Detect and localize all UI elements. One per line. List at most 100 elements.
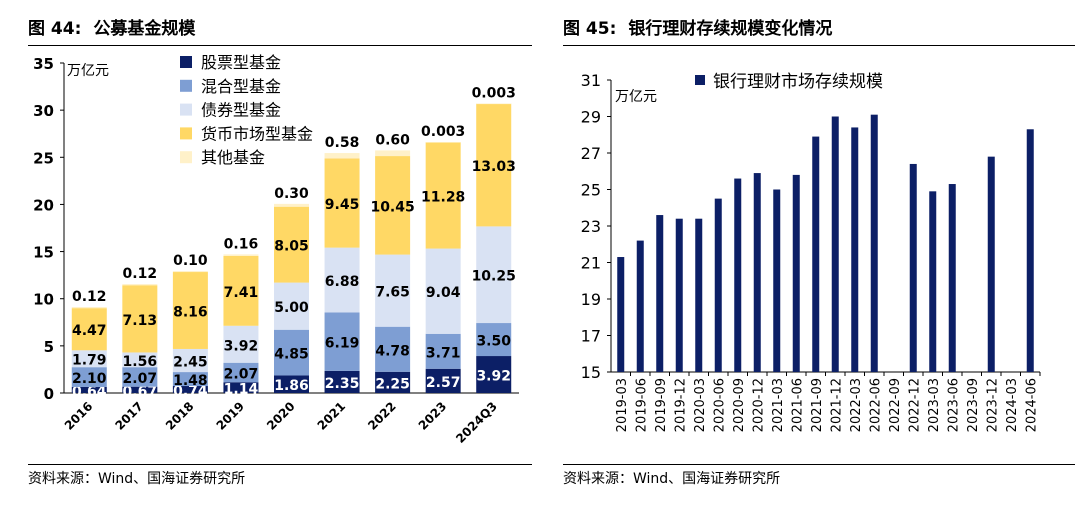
bar-segment xyxy=(172,348,208,373)
x-tick-label: 2017 xyxy=(112,399,146,433)
bar-segment xyxy=(476,356,512,393)
bar-segment xyxy=(122,284,158,286)
data-label: 3.50 xyxy=(476,334,511,350)
bar-segment xyxy=(71,367,107,387)
data-label: 1.56 xyxy=(123,354,158,370)
x-tick-label: 2018 xyxy=(163,399,197,433)
bar-segment xyxy=(223,382,259,393)
data-label: 7.13 xyxy=(123,313,158,329)
data-label: 0.74 xyxy=(173,384,208,400)
y-tick-label: 15 xyxy=(33,244,54,262)
figure-44-top-rule xyxy=(28,45,532,46)
x-tick-label: 2023 xyxy=(416,399,450,433)
bar xyxy=(636,240,644,372)
bar-segment xyxy=(274,203,309,207)
bar-segment xyxy=(425,333,461,369)
data-label: 4.85 xyxy=(274,347,309,363)
x-tick-label: 2021-12 xyxy=(829,378,844,432)
x-tick-label: 2020-12 xyxy=(751,378,766,432)
figure-44-title: 图 44: 公募基金规模 xyxy=(28,14,195,39)
figure-44-number: 图 44: xyxy=(28,19,82,39)
bar xyxy=(1026,129,1034,372)
data-label: 1.79 xyxy=(72,353,107,369)
bar-segment xyxy=(223,254,259,256)
x-tick-label: 2023-03 xyxy=(927,378,942,432)
bar xyxy=(870,114,878,373)
data-label: 6.19 xyxy=(325,336,360,352)
x-tick-label: 2024Q3 xyxy=(453,399,500,446)
legend-swatch xyxy=(180,103,192,116)
data-label: 10.45 xyxy=(370,199,414,215)
bar-segment xyxy=(274,329,309,376)
bar-segment xyxy=(324,370,360,393)
figure-45-top-rule xyxy=(563,45,1075,46)
bar-segment xyxy=(324,158,360,248)
figure-45-title-text: 银行理财存续规模变化情况 xyxy=(628,19,833,39)
figure-45-title: 图 45: 银行理财存续规模变化情况 xyxy=(563,14,832,39)
x-tick-label: 2021-09 xyxy=(810,378,825,432)
y-tick-label: 17 xyxy=(581,327,601,346)
bar-segment xyxy=(172,386,208,393)
bar-segment xyxy=(375,150,411,157)
x-tick-label: 2024-03 xyxy=(1005,378,1020,432)
y-tick-label: 35 xyxy=(33,55,54,73)
bar xyxy=(812,136,820,372)
x-tick-label: 2020-03 xyxy=(693,378,708,432)
bar xyxy=(909,163,917,372)
data-label: 0.10 xyxy=(173,253,208,269)
bar-segment xyxy=(375,371,411,393)
bar-segment xyxy=(476,323,512,357)
bar-segment xyxy=(324,247,360,313)
bar xyxy=(617,257,625,372)
bar-segment xyxy=(122,352,158,368)
data-label: 2.45 xyxy=(173,355,208,371)
data-label: 3.92 xyxy=(224,338,259,354)
legend-swatch xyxy=(695,75,705,85)
data-label: 0.12 xyxy=(123,266,158,282)
data-label: 2.35 xyxy=(325,376,360,392)
bar xyxy=(987,156,995,372)
x-tick-label: 2019-06 xyxy=(634,378,649,432)
y-tick-label: 23 xyxy=(581,217,601,236)
y-tick-label: 25 xyxy=(33,149,54,167)
data-label: 7.41 xyxy=(224,285,259,301)
data-label: 0.64 xyxy=(72,384,107,400)
data-label: 3.71 xyxy=(426,345,461,361)
figure-45: 图 45: 银行理财存续规模变化情况 15 17 19 21 23 25 27 29 31 万亿元 2… xyxy=(547,0,1080,509)
bar-segment xyxy=(274,375,309,393)
bar xyxy=(656,215,664,372)
bar xyxy=(948,184,956,372)
x-tick-label: 2021-06 xyxy=(790,378,805,432)
x-tick-label: 2020 xyxy=(264,399,298,433)
data-label: 11.28 xyxy=(421,189,465,205)
legend-swatch xyxy=(180,79,192,92)
bar-segment xyxy=(324,153,360,159)
data-label: 9.04 xyxy=(426,285,461,301)
data-label: 1.48 xyxy=(173,373,208,389)
y-tick-label: 19 xyxy=(581,290,601,309)
y-tick-label: 21 xyxy=(581,254,601,273)
legend-swatch xyxy=(180,127,192,140)
data-label: 0.58 xyxy=(325,135,360,151)
data-label: 1.14 xyxy=(224,382,259,398)
data-label: 9.45 xyxy=(325,197,360,213)
unit-label: 万亿元 xyxy=(615,89,657,105)
legend-swatch xyxy=(180,56,192,68)
x-tick-label: 2019-03 xyxy=(615,378,630,432)
bar-segment xyxy=(274,206,309,283)
x-tick-label: 2021-03 xyxy=(771,378,786,432)
bar-segment xyxy=(425,142,461,249)
legend-label: 混合型基金 xyxy=(201,77,281,96)
bar xyxy=(773,189,781,372)
data-label: 3.92 xyxy=(476,369,511,385)
y-tick-label: 10 xyxy=(33,291,54,309)
bar-segment xyxy=(122,285,158,353)
y-tick-label: 25 xyxy=(581,181,601,200)
bar-segment xyxy=(375,156,411,255)
bar-segment xyxy=(122,386,158,393)
data-label: 8.05 xyxy=(274,239,309,255)
legend-label: 其他基金 xyxy=(201,148,265,167)
bar-segment xyxy=(425,142,461,143)
figure-45-number: 图 45: xyxy=(563,19,617,39)
data-label: 8.16 xyxy=(173,305,208,321)
